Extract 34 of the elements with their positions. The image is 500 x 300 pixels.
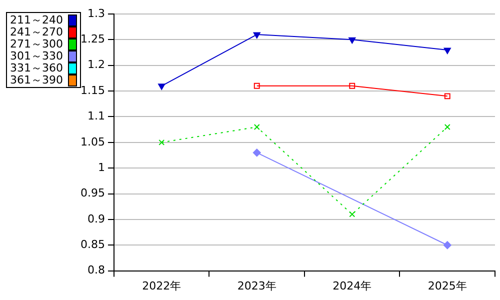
point — [253, 32, 260, 39]
y-tick-label: 0.9 — [87, 212, 105, 226]
y-tick-label: 1.2 — [87, 58, 105, 72]
y-tick-label: 0.85 — [80, 238, 105, 251]
y-tick-label: 1.3 — [87, 6, 105, 20]
x-tick-label: 2023年 — [237, 279, 276, 292]
y-tick-label: 1.1 — [87, 110, 105, 123]
point — [444, 48, 451, 54]
legend-label: 361～390 — [10, 73, 63, 86]
x-tick-label: 2022年 — [142, 279, 182, 292]
point — [349, 211, 356, 218]
point — [444, 124, 450, 130]
y-tick-label: 1 — [98, 160, 105, 174]
point — [254, 82, 260, 89]
legend-label: 241～270 — [10, 25, 63, 38]
legend-label: 211～240 — [10, 13, 63, 26]
x-tick-label: 2024年 — [332, 279, 372, 292]
y-tick-label: 1.05 — [80, 135, 105, 148]
legend-label: 331～360 — [10, 61, 63, 74]
y-tick-label: 0.95 — [80, 186, 105, 200]
y-tick-label: 1.15 — [80, 84, 105, 97]
point — [252, 148, 261, 157]
point — [348, 37, 356, 44]
point — [349, 82, 356, 89]
y-tick-label: 0.8 — [87, 264, 105, 277]
point — [443, 241, 452, 250]
point — [444, 93, 450, 100]
point — [158, 139, 165, 146]
x-tick-label: 2025年 — [428, 279, 467, 292]
legend-label: 271～300 — [10, 37, 63, 50]
y-tick-label: 1.25 — [80, 32, 105, 46]
legend-label: 301～330 — [10, 49, 63, 62]
point — [158, 84, 166, 90]
point — [254, 124, 260, 130]
